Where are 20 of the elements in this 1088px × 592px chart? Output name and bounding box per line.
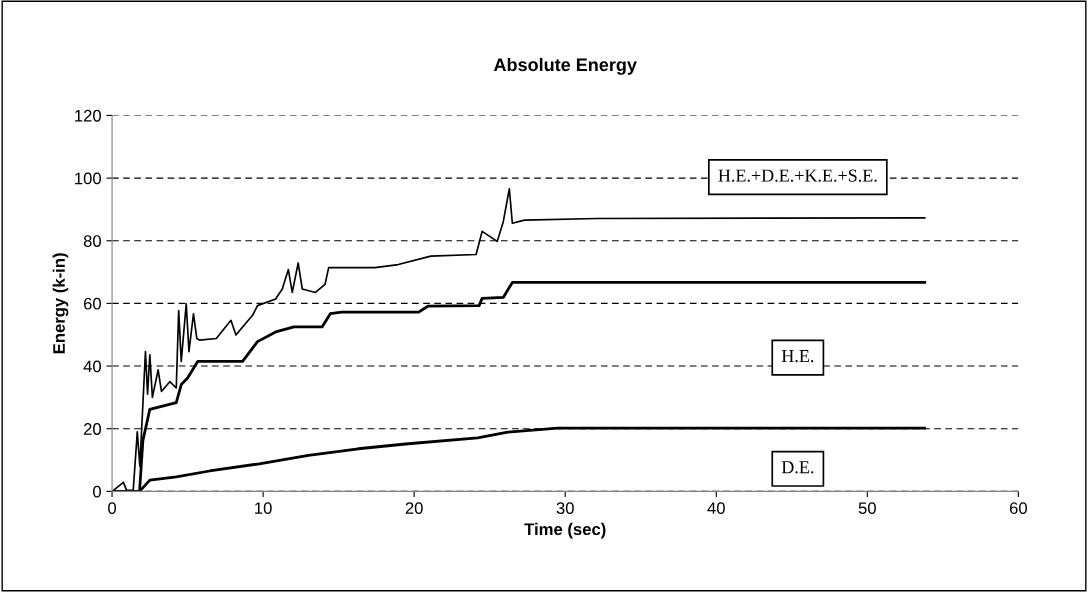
x-tick-label: 0 — [108, 502, 117, 515]
x-tick-label: 50 — [858, 502, 876, 515]
y-tick-label: 100 — [75, 172, 101, 185]
y-tick-label: 120 — [75, 109, 101, 122]
y-tick-label: 80 — [83, 235, 101, 247]
x-tick-label: 60 — [1009, 502, 1027, 515]
chart-title: Absolute Energy — [493, 57, 637, 75]
x-axis-title: Time (sec) — [524, 522, 606, 539]
x-tick-label: 30 — [556, 502, 574, 515]
y-tick-label: 20 — [83, 423, 101, 435]
y-tick-label: 40 — [83, 360, 101, 373]
y-tick-label: 60 — [83, 297, 101, 310]
x-tick-label: 10 — [255, 502, 272, 515]
x-tick-label: 40 — [707, 502, 725, 515]
series-label: D.E. — [781, 461, 814, 474]
x-tick-label: 20 — [405, 502, 423, 515]
text: H.E.+D.E.+K.E.+S.E. — [718, 169, 877, 182]
y-tick-label: 0 — [93, 485, 101, 498]
text: H.E. — [781, 350, 814, 363]
y-axis-title: Energy (k-in) — [52, 253, 69, 354]
